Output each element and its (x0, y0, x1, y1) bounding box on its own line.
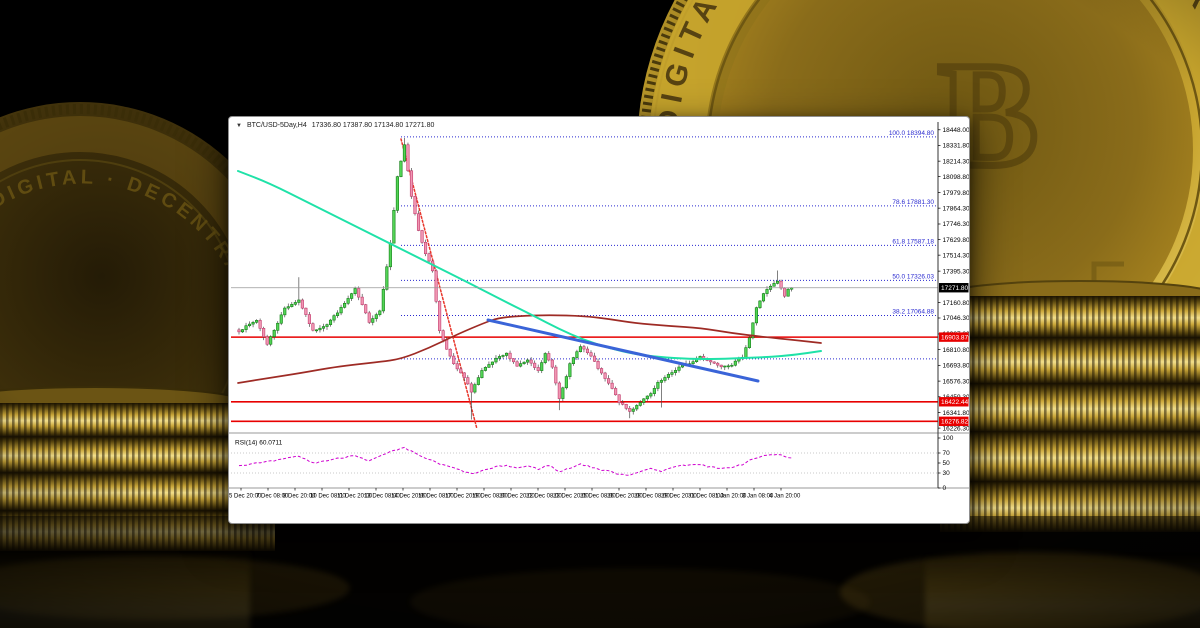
svg-text:70: 70 (943, 450, 951, 457)
svg-text:16903.87: 16903.87 (941, 335, 968, 342)
svg-text:16422.44: 16422.44 (941, 399, 968, 406)
svg-text:17979.80: 17979.80 (943, 190, 970, 197)
dropdown-arrow-icon[interactable]: ▼ (236, 122, 242, 129)
svg-text:17046.30: 17046.30 (943, 315, 970, 322)
svg-text:16576.30: 16576.30 (943, 378, 970, 385)
svg-text:14 Dec 20:00: 14 Dec 20:00 (391, 494, 427, 500)
svg-text:16341.80: 16341.80 (943, 410, 970, 417)
svg-text:17864.30: 17864.30 (943, 205, 970, 212)
svg-text:16276.82: 16276.82 (941, 419, 968, 426)
svg-text:16226.30: 16226.30 (943, 425, 970, 432)
svg-text:100: 100 (943, 435, 954, 442)
support-resistance-lines (231, 336, 938, 423)
svg-text:18331.80: 18331.80 (943, 143, 970, 150)
svg-text:26 Dec 20:00: 26 Dec 20:00 (607, 494, 643, 500)
svg-text:17 Dec 20:00: 17 Dec 20:00 (445, 494, 481, 500)
svg-text:18214.30: 18214.30 (943, 158, 970, 165)
svg-text:16693.80: 16693.80 (943, 363, 970, 370)
svg-text:100.0 18394.80: 100.0 18394.80 (889, 130, 935, 137)
svg-text:38.2 17064.88: 38.2 17064.88 (892, 309, 934, 316)
svg-text:5 Dec 20:00: 5 Dec 20:00 (229, 494, 262, 500)
svg-text:78.6 17881.30: 78.6 17881.30 (892, 199, 934, 206)
svg-text:17271.80: 17271.80 (941, 285, 968, 292)
ma-slow-maroon (237, 314, 822, 384)
svg-text:50: 50 (943, 460, 951, 467)
downtrend-blue[interactable] (486, 318, 760, 383)
svg-text:4 Jan 20:00: 4 Jan 20:00 (769, 494, 801, 500)
svg-text:20 Dec 20:00: 20 Dec 20:00 (499, 494, 535, 500)
svg-text:18098.80: 18098.80 (943, 174, 970, 181)
svg-text:23 Dec 20:00: 23 Dec 20:00 (553, 494, 589, 500)
svg-text:50.0 17326.03: 50.0 17326.03 (892, 273, 934, 280)
svg-text:61.8 17587.18: 61.8 17587.18 (892, 238, 934, 245)
svg-text:17629.80: 17629.80 (943, 237, 970, 244)
svg-text:1 Jan 20:00: 1 Jan 20:00 (715, 494, 747, 500)
svg-text:17746.30: 17746.30 (943, 221, 970, 228)
svg-text:17160.80: 17160.80 (943, 300, 970, 307)
trading-chart-window[interactable]: ▼ BTC/USD-5Day,H4 17336.80 17387.80 1713… (228, 116, 970, 524)
chart-canvas[interactable]: 100.0 18394.80 78.6 17881.30 61.8 17587.18… (229, 117, 969, 523)
svg-text:25 Dec 08:00: 25 Dec 08:00 (580, 494, 616, 500)
svg-text:16 Dec 08:00: 16 Dec 08:00 (418, 494, 454, 500)
candles-layer (237, 137, 794, 420)
rsi-line (238, 446, 792, 476)
svg-text:17395.30: 17395.30 (943, 268, 970, 275)
rsi-indicator-label: RSI(14) 60.0711 (235, 440, 283, 447)
chart-ohlc-values: 17336.80 17387.80 17134.80 17271.80 (311, 122, 435, 129)
svg-text:16810.80: 16810.80 (943, 347, 970, 354)
price-axis: 18448.00 18331.80 18214.30 18098.80 17979.80… (229, 122, 970, 489)
svg-text:22 Dec 08:00: 22 Dec 08:00 (526, 494, 562, 500)
svg-text:3 Jan 08:00: 3 Jan 08:00 (742, 494, 774, 500)
svg-text:11 Dec 20:00: 11 Dec 20:00 (337, 494, 373, 500)
chart-symbol-period: BTC/USD-5Day,H4 (246, 122, 307, 129)
svg-text:13 Dec 08:00: 13 Dec 08:00 (364, 494, 400, 500)
svg-text:8 Dec 20:00: 8 Dec 20:00 (283, 494, 316, 500)
svg-text:10 Dec 08:00: 10 Dec 08:00 (310, 494, 346, 500)
svg-text:30: 30 (943, 470, 951, 477)
svg-text:0: 0 (943, 485, 947, 492)
svg-text:29 Dec 20:00: 29 Dec 20:00 (661, 494, 697, 500)
rsi-pane: 100 70 50 30 0 RSI(14) 60.0711 (231, 435, 954, 492)
svg-text:28 Dec 08:00: 28 Dec 08:00 (634, 494, 670, 500)
svg-text:31 Dec 08:00: 31 Dec 08:00 (688, 494, 724, 500)
svg-text:19 Dec 08:00: 19 Dec 08:00 (472, 494, 508, 500)
svg-text:7 Dec 08:00: 7 Dec 08:00 (256, 494, 289, 500)
chart-title-bar: ▼ BTC/USD-5Day,H4 17336.80 17387.80 1713… (236, 120, 434, 131)
svg-text:17514.30: 17514.30 (943, 252, 970, 259)
svg-text:18448.00: 18448.00 (943, 127, 970, 134)
fibonacci-retracement: 100.0 18394.80 78.6 17881.30 61.8 17587.18… (401, 130, 938, 360)
ma-fast-cyan (237, 170, 822, 361)
